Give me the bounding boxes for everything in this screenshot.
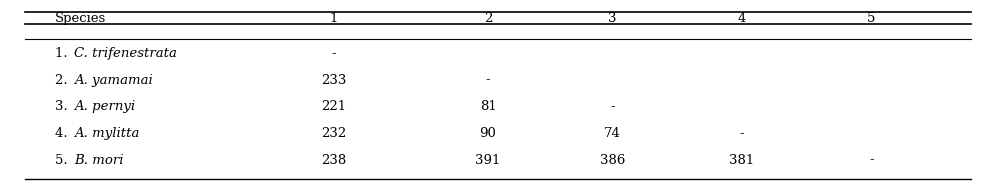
Text: 4: 4 (738, 12, 746, 25)
Text: 2: 2 (484, 12, 492, 25)
Text: A. mylitta: A. mylitta (74, 127, 139, 140)
Text: 3: 3 (609, 12, 617, 25)
Text: C. trifenestrata: C. trifenestrata (74, 47, 176, 60)
Text: 221: 221 (321, 100, 347, 113)
Text: B. mori: B. mori (74, 154, 124, 167)
Text: -: - (486, 74, 490, 86)
Text: 381: 381 (729, 154, 755, 167)
Text: 2.: 2. (55, 74, 72, 86)
Text: -: - (740, 127, 744, 140)
Text: 391: 391 (475, 154, 501, 167)
Text: 4.: 4. (55, 127, 72, 140)
Text: 1: 1 (330, 12, 338, 25)
Text: Species: Species (55, 12, 106, 25)
Text: 233: 233 (321, 74, 347, 86)
Text: 74: 74 (605, 127, 621, 140)
Text: 386: 386 (600, 154, 625, 167)
Text: 90: 90 (480, 127, 496, 140)
Text: 5: 5 (868, 12, 875, 25)
Text: 5.: 5. (55, 154, 72, 167)
Text: 232: 232 (321, 127, 347, 140)
Text: -: - (332, 47, 336, 60)
Text: 3.: 3. (55, 100, 72, 113)
Text: 81: 81 (480, 100, 496, 113)
Text: A. pernyi: A. pernyi (74, 100, 134, 113)
Text: 1.: 1. (55, 47, 72, 60)
Text: A. yamamai: A. yamamai (74, 74, 152, 86)
Text: 238: 238 (321, 154, 347, 167)
Text: -: - (611, 100, 615, 113)
Text: -: - (870, 154, 873, 167)
